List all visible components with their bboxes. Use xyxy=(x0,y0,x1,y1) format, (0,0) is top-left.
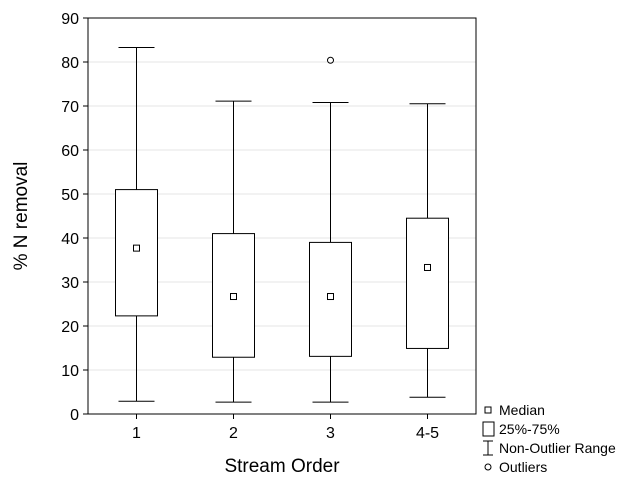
y-tick-label: 40 xyxy=(61,231,79,248)
y-tick-label: 10 xyxy=(61,363,79,380)
x-axis: 1 2 3 4-5 xyxy=(132,414,439,442)
x-tick-label: 4-5 xyxy=(416,425,439,442)
plot-frame xyxy=(87,17,477,415)
y-tick-label: 80 xyxy=(61,55,79,72)
median-marker xyxy=(230,293,237,301)
median-marker xyxy=(327,293,334,301)
x-tick-label: 2 xyxy=(229,425,238,442)
box-iqr xyxy=(406,217,449,349)
legend-outlier-symbol xyxy=(484,463,492,471)
legend-label: Median xyxy=(499,402,545,418)
y-axis: 0 10 20 30 40 50 60 70 80 90 xyxy=(61,11,88,424)
box-group xyxy=(309,56,352,403)
legend-item: Outliers xyxy=(484,459,547,475)
legend-item: 25%-75% xyxy=(482,421,560,437)
legend-label: Outliers xyxy=(499,459,547,475)
y-tick-label: 20 xyxy=(61,319,79,336)
legend-item: Non-Outlier Range xyxy=(483,440,616,456)
y-tick-label: 70 xyxy=(61,99,79,116)
box-group xyxy=(115,46,158,402)
x-tick-label: 3 xyxy=(326,425,335,442)
legend-label: Non-Outlier Range xyxy=(499,440,616,456)
legend-box-symbol xyxy=(482,421,495,437)
y-tick-label: 90 xyxy=(61,11,79,28)
box-series xyxy=(115,46,449,403)
box-iqr xyxy=(115,189,158,317)
y-tick-label: 50 xyxy=(61,187,79,204)
median-marker xyxy=(424,263,431,271)
y-axis-label: % N removal xyxy=(11,162,32,271)
y-tick-label: 60 xyxy=(61,143,79,160)
legend-median-symbol xyxy=(484,406,492,414)
outlier-point xyxy=(327,56,334,64)
x-axis-label: Stream Order xyxy=(224,456,340,477)
median-marker xyxy=(133,244,140,252)
legend: Median 25%-75% Non-Outlier Range Outliers xyxy=(482,402,616,475)
box-group xyxy=(406,103,449,398)
x-tick-label: 1 xyxy=(132,425,141,442)
y-tick-label: 0 xyxy=(70,407,79,424)
legend-label: 25%-75% xyxy=(499,421,560,437)
box-group xyxy=(212,100,255,403)
legend-item: Median xyxy=(484,402,545,418)
y-tick-label: 30 xyxy=(61,275,79,292)
